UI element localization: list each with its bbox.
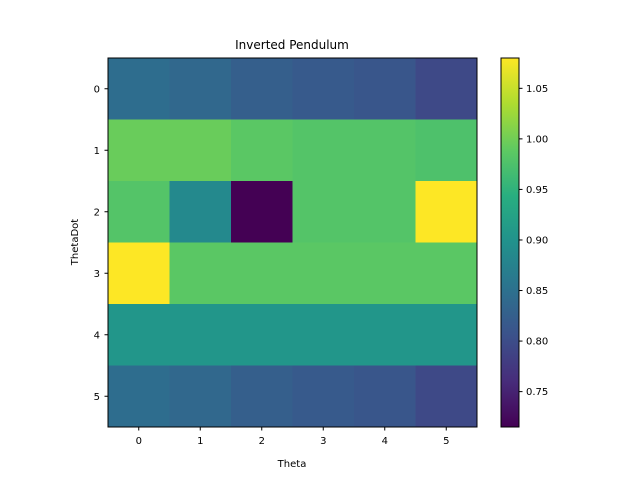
colorbar-tick-label: 0.75 [526,387,548,398]
chart-title: Inverted Pendulum [235,38,349,52]
heatmap-cell-r3-c1 [169,242,232,305]
heatmap-cell-r4-c1 [169,304,232,366]
colorbar-tick-label: 0.80 [526,337,548,348]
heatmap-cell-r4-c3 [292,304,355,366]
heatmap-cell-r0-c5 [415,58,478,120]
x-tick-label: 3 [320,436,326,447]
heatmap-cell-r0-c1 [169,58,232,120]
colorbar-tick-label: 1.05 [526,84,548,95]
y-axis-ticks: 0 1 2 3 4 5 [94,84,108,403]
heatmap-cell-r4-c2 [231,304,293,366]
colorbar-tick-label: 0.95 [526,185,548,196]
x-tick-label: 0 [136,436,142,447]
heatmap-cell-r2-c0 [108,181,170,243]
heatmap-cell-r3-c0 [108,242,170,305]
y-tick-label: 4 [94,330,100,341]
heatmap-cell-r1-c2 [231,119,293,182]
heatmap-cell-r1-c1 [169,119,232,182]
heatmap-cell-r0-c3 [292,58,355,120]
heatmap-cell-r5-c5 [415,365,478,428]
y-tick-label: 1 [94,146,100,157]
colorbar [500,57,520,428]
y-tick-label: 0 [94,84,100,95]
x-axis-label: Theta [277,459,307,470]
x-axis-ticks: 0 1 2 3 4 5 [136,427,449,447]
y-axis-label: ThetaDot [70,219,81,266]
heatmap-cell-r4-c0 [108,304,170,366]
heatmap-cell-r5-c1 [169,365,232,428]
heatmap-cell-r1-c3 [292,119,355,182]
x-tick-label: 5 [443,436,449,447]
heatmap-cell-r4-c4 [354,304,416,366]
heatmap-cell-r3-c2 [231,242,293,305]
y-tick-label: 5 [94,392,100,403]
heatmap-cell-r0-c0 [108,58,170,120]
heatmap-cell-r2-c3 [292,181,355,243]
heatmap-cell-r2-c4 [354,181,416,243]
x-tick-label: 4 [382,436,388,447]
x-tick-label: 2 [259,436,265,447]
heatmap-cell-r5-c0 [108,365,170,428]
heatmap-cell-r3-c3 [292,242,355,305]
heatmap-cell-r5-c2 [231,365,293,428]
colorbar-tick-label: 1.00 [526,134,548,145]
heatmap-cell-r0-c2 [231,58,293,120]
heatmap-cell-r1-c4 [354,119,416,182]
x-tick-label: 1 [197,436,203,447]
plot-frame [107,57,478,428]
heatmap-cell-r3-c5 [415,242,478,305]
colorbar-ticks: 0.75 0.80 0.85 0.90 0.95 1.00 1.05 [519,84,548,398]
heatmap-cell-r1-c5 [415,119,478,182]
heatmap-cells [108,58,478,428]
y-tick-label: 2 [94,207,100,218]
colorbar-tick-label: 0.85 [526,286,548,297]
heatmap-cell-r2-c1 [169,181,232,243]
colorbar-tick-label: 0.90 [526,235,548,246]
heatmap-cell-r4-c5 [415,304,478,366]
heatmap-cell-r3-c4 [354,242,416,305]
heatmap-cell-r1-c0 [108,119,170,182]
heatmap-cell-r0-c4 [354,58,416,120]
heatmap-cell-r5-c4 [354,365,416,428]
heatmap-cell-r2-c5 [415,181,478,243]
heatmap-cell-r2-c2 [231,181,293,243]
heatmap-cell-r5-c3 [292,365,355,428]
y-tick-label: 3 [94,269,100,280]
